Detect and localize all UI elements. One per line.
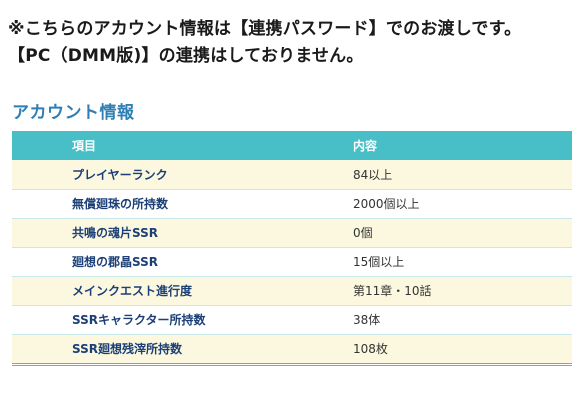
row-item: メインクエスト進行度 (12, 275, 353, 305)
row-value: 84以上 (353, 160, 572, 189)
section-title: アカウント情報 (12, 103, 135, 123)
account-info-table: 項目 内容 プレイヤーランク 84以上 無償廻珠の所持数 2000個以上 共鳴の… (12, 131, 572, 363)
table-row: 廻想の郡晶SSR 15個以上 (12, 246, 572, 276)
table-row: SSRキャラクター所持数 38体 (12, 304, 572, 334)
table-header-row: 項目 内容 (12, 131, 572, 160)
row-value: 108枚 (353, 333, 572, 363)
row-item: プレイヤーランク (12, 160, 353, 189)
table-body: プレイヤーランク 84以上 無償廻珠の所持数 2000個以上 共鳴の魂片SSR … (12, 160, 572, 363)
row-item: 廻想の郡晶SSR (12, 246, 353, 276)
row-item: 共鳴の魂片SSR (12, 217, 353, 247)
notice-line-2: 【PC（DMM版)】の連携はしておりません。 (8, 46, 364, 66)
row-value: 15個以上 (353, 246, 572, 276)
row-value: 第11章・10話 (353, 275, 572, 305)
notice-line-1: ※こちらのアカウント情報は【連携パスワード】でのお渡しです。 (8, 19, 522, 39)
account-info-table-container: 項目 内容 プレイヤーランク 84以上 無償廻珠の所持数 2000個以上 共鳴の… (12, 131, 572, 366)
table-row: 共鳴の魂片SSR 0個 (12, 217, 572, 247)
row-value: 38体 (353, 304, 572, 334)
table-row: 無償廻珠の所持数 2000個以上 (12, 188, 572, 218)
row-value: 2000個以上 (353, 188, 572, 218)
row-item: SSRキャラクター所持数 (12, 304, 353, 334)
table-row: プレイヤーランク 84以上 (12, 160, 572, 189)
header-item: 項目 (12, 131, 353, 160)
row-value: 0個 (353, 217, 572, 247)
table-row: メインクエスト進行度 第11章・10話 (12, 275, 572, 305)
row-item: 無償廻珠の所持数 (12, 188, 353, 218)
row-item: SSR廻想残滓所持数 (12, 333, 353, 363)
table-header: 項目 内容 (12, 131, 572, 160)
account-notice: ※こちらのアカウント情報は【連携パスワード】でのお渡しです。 【PC（DMM版)… (8, 16, 584, 70)
table-row: SSR廻想残滓所持数 108枚 (12, 333, 572, 363)
header-content: 内容 (353, 131, 572, 160)
